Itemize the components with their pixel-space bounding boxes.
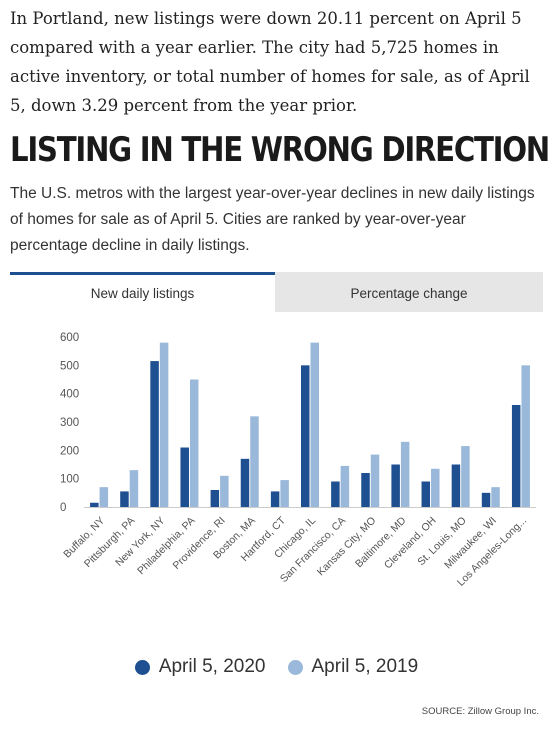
legend-swatch-2020 <box>134 659 150 675</box>
bar-2019-3 <box>189 379 199 507</box>
bar-2020-2 <box>150 361 159 507</box>
bar-2020-7 <box>301 365 310 507</box>
legend-swatch-2019 <box>287 659 303 675</box>
headline: LISTING IN THE WRONG DIRECTION <box>10 130 550 170</box>
y-tick-label-500: 500 <box>60 360 79 372</box>
bar-2020-11 <box>421 481 431 507</box>
y-tick-label-200: 200 <box>60 445 79 457</box>
bar-2019-13 <box>491 487 500 507</box>
legend-label-2020: April 5, 2020 <box>158 656 266 677</box>
bar-2019-5 <box>250 416 259 507</box>
y-tick-label-0: 0 <box>60 502 66 514</box>
legend-label-2019: April 5, 2019 <box>311 656 419 677</box>
bar-2020-5 <box>240 458 250 507</box>
bar-2020-3 <box>180 447 189 507</box>
bar-2019-0 <box>99 487 109 507</box>
bar-2020-8 <box>331 481 340 507</box>
y-tick-label-100: 100 <box>60 474 79 486</box>
bar-2019-11 <box>431 468 440 507</box>
x-tick-label-4: Providence, RI <box>171 515 228 572</box>
bar-2019-10 <box>400 441 410 507</box>
y-tick-label-300: 300 <box>60 417 79 429</box>
bar-2020-10 <box>391 464 400 507</box>
bar-2020-14 <box>511 405 521 507</box>
intro-paragraph: In Portland, new listings were down 20.1… <box>10 9 530 115</box>
bar-2019-9 <box>370 454 380 507</box>
chart-tabs: New daily listings Percentage change <box>10 272 543 312</box>
bar-2019-14 <box>521 365 530 507</box>
bar-2020-13 <box>481 492 491 507</box>
bar-2019-6 <box>280 480 289 507</box>
legend: April 5, 2020 April 5, 2019 <box>0 652 553 682</box>
bar-2020-9 <box>361 473 370 507</box>
bar-2019-8 <box>340 465 350 507</box>
subhead: The U.S. metros with the largest year-ov… <box>10 185 535 254</box>
tab-new-daily-listings[interactable]: New daily listings <box>10 272 275 312</box>
bar-2019-12 <box>461 446 470 507</box>
bar-2019-2 <box>159 342 169 507</box>
source-note: SOURCE: Zillow Group Inc. <box>421 706 539 717</box>
bar-2019-1 <box>129 470 139 507</box>
legend-item-2020: April 5, 2020 <box>134 656 266 678</box>
legend-item-2019: April 5, 2019 <box>287 656 419 678</box>
bar-2019-7 <box>310 342 319 507</box>
bar-2020-4 <box>210 490 220 507</box>
y-tick-label-600: 600 <box>60 332 79 344</box>
y-tick-label-400: 400 <box>60 389 79 401</box>
bar-2020-6 <box>270 491 280 507</box>
bar-2019-4 <box>220 475 229 507</box>
bar-2020-1 <box>120 491 129 507</box>
bar-2020-12 <box>451 464 461 507</box>
tab-percentage-change[interactable]: Percentage change <box>275 272 543 312</box>
bar-2020-0 <box>90 502 99 507</box>
